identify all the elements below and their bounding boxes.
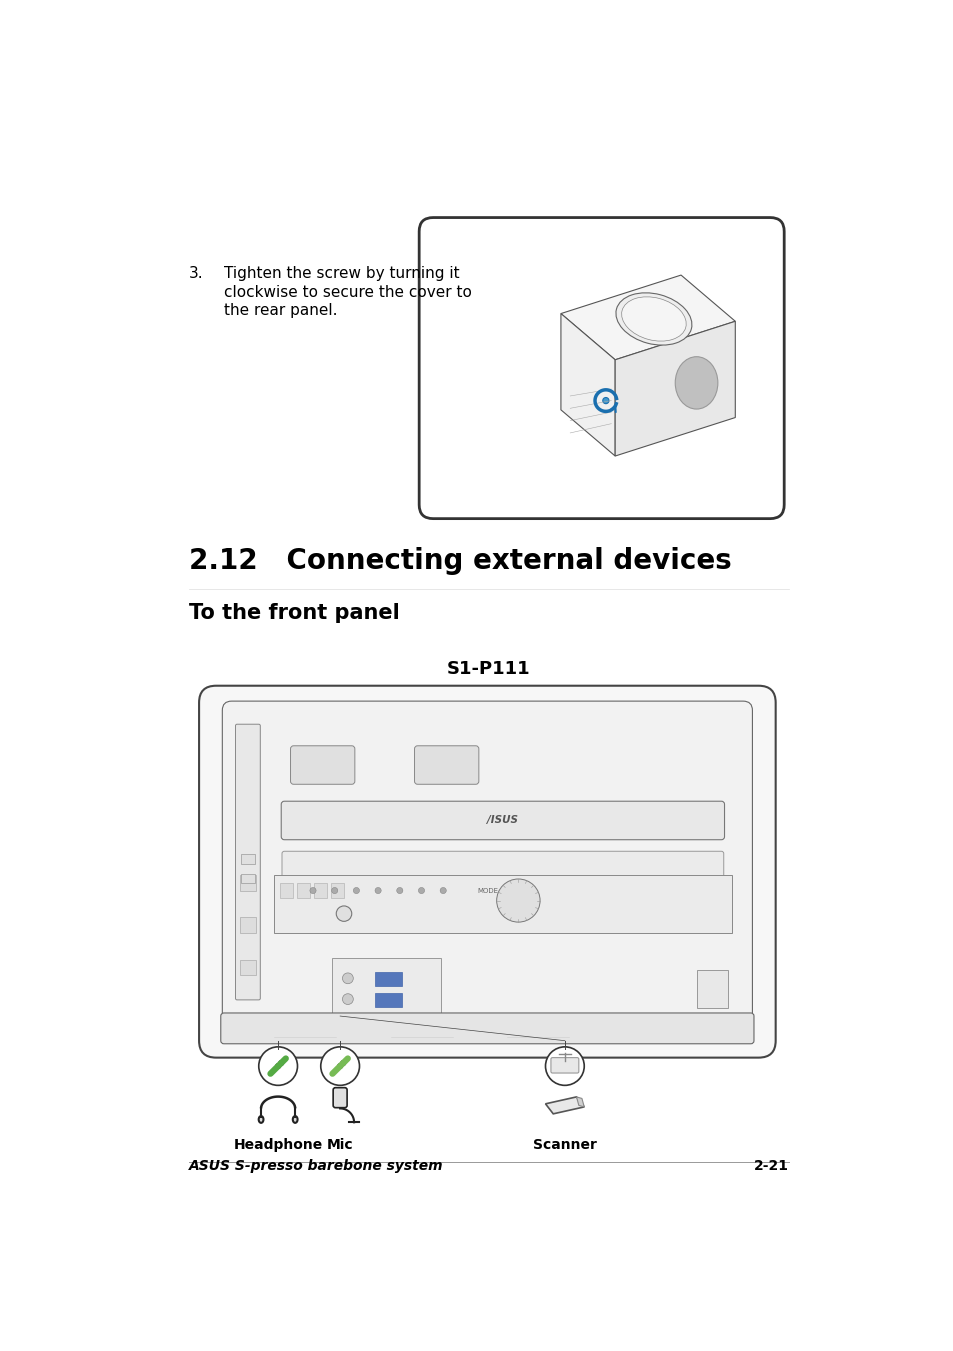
FancyBboxPatch shape — [220, 1013, 753, 1044]
Ellipse shape — [293, 1116, 297, 1123]
Bar — [240, 959, 255, 975]
Text: MODE: MODE — [476, 888, 497, 893]
Circle shape — [439, 888, 446, 893]
Circle shape — [497, 880, 539, 923]
Bar — [240, 875, 255, 890]
Bar — [296, 882, 310, 898]
Bar — [240, 917, 255, 934]
Bar — [696, 970, 727, 1008]
Bar — [314, 882, 327, 898]
FancyBboxPatch shape — [291, 746, 355, 785]
Polygon shape — [560, 276, 735, 359]
Circle shape — [375, 888, 381, 893]
Bar — [375, 973, 402, 986]
Bar — [279, 882, 293, 898]
Ellipse shape — [258, 1116, 263, 1123]
Text: /ISUS: /ISUS — [487, 816, 517, 825]
Text: S1-P111: S1-P111 — [447, 661, 530, 678]
Text: To the front panel: To the front panel — [189, 603, 399, 623]
Circle shape — [275, 1063, 280, 1069]
Circle shape — [258, 1047, 297, 1085]
Circle shape — [320, 1047, 359, 1085]
FancyBboxPatch shape — [281, 801, 723, 840]
Circle shape — [340, 1061, 346, 1066]
Text: Tighten the screw by turning it: Tighten the screw by turning it — [224, 266, 459, 281]
Bar — [241, 874, 254, 882]
Circle shape — [337, 1063, 342, 1069]
Circle shape — [310, 888, 315, 893]
FancyBboxPatch shape — [235, 724, 260, 1000]
Polygon shape — [560, 313, 615, 457]
Bar — [274, 875, 731, 934]
Bar — [375, 993, 402, 1006]
Bar — [332, 958, 440, 1016]
Text: Mic: Mic — [327, 1138, 353, 1151]
Ellipse shape — [621, 297, 685, 340]
Circle shape — [342, 973, 353, 984]
Text: 2-21: 2-21 — [753, 1159, 788, 1173]
Circle shape — [545, 1047, 583, 1085]
Circle shape — [396, 888, 402, 893]
Circle shape — [332, 888, 337, 893]
Ellipse shape — [616, 293, 691, 345]
Ellipse shape — [675, 357, 717, 409]
FancyBboxPatch shape — [199, 686, 775, 1058]
Bar — [331, 882, 344, 898]
Text: the rear panel.: the rear panel. — [224, 303, 337, 317]
Polygon shape — [615, 322, 735, 457]
Text: 2.12   Connecting external devices: 2.12 Connecting external devices — [189, 547, 731, 576]
Circle shape — [602, 397, 608, 404]
Text: Headphone: Headphone — [233, 1138, 322, 1151]
Circle shape — [335, 907, 352, 921]
FancyBboxPatch shape — [415, 746, 478, 785]
Circle shape — [342, 994, 353, 1005]
Bar — [241, 854, 254, 863]
Text: 3.: 3. — [189, 266, 203, 281]
Text: clockwise to secure the cover to: clockwise to secure the cover to — [224, 285, 471, 300]
Polygon shape — [545, 1097, 583, 1113]
Polygon shape — [576, 1097, 583, 1106]
Circle shape — [353, 888, 359, 893]
Text: ASUS S-presso barebone system: ASUS S-presso barebone system — [189, 1159, 443, 1173]
FancyBboxPatch shape — [333, 1088, 347, 1108]
FancyBboxPatch shape — [418, 218, 783, 519]
Circle shape — [278, 1061, 284, 1066]
Text: Scanner: Scanner — [533, 1138, 597, 1151]
Circle shape — [418, 888, 424, 893]
FancyBboxPatch shape — [282, 851, 723, 884]
FancyBboxPatch shape — [222, 701, 752, 1035]
FancyBboxPatch shape — [550, 1058, 578, 1073]
